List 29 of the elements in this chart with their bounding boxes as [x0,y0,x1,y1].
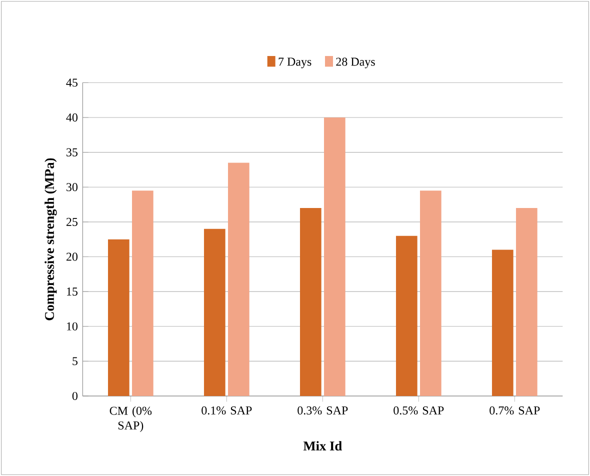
y-tick-label: 35 [66,148,78,156]
y-tick-label: 20 [66,252,78,261]
y-tick-label: 15 [67,288,78,296]
y-axis-title: Compressive strength (MPa) [44,158,57,320]
y-tick-label: 10 [67,322,78,330]
bar [132,190,154,396]
x-tick-label: CM (0% SAP) [110,406,152,432]
x-tick-label: 0.1% SAP [202,406,252,415]
y-tick-label: 40 [66,113,78,122]
x-axis-title: Mix Id [303,441,342,450]
y-tick-label: 30 [66,183,78,192]
bar [396,236,418,396]
legend-label: 28 Days [336,58,375,68]
legend-label: 7 Days [278,58,312,68]
y-tick-label: 45 [66,78,78,87]
y-tick-label: 0 [72,392,78,400]
bar [324,117,346,396]
x-tick-label: 0.3% SAP [298,406,348,415]
bar [516,208,538,396]
y-tick-label: 25 [66,218,78,226]
bar [300,208,322,396]
bar [228,162,250,396]
bar [108,239,130,396]
bar [420,190,442,396]
bar [492,250,514,396]
bar [204,228,226,396]
y-tick-label: 5 [72,357,78,366]
x-tick-label: 0.7% SAP [490,406,540,415]
x-tick-label: 0.5% SAP [394,406,444,415]
